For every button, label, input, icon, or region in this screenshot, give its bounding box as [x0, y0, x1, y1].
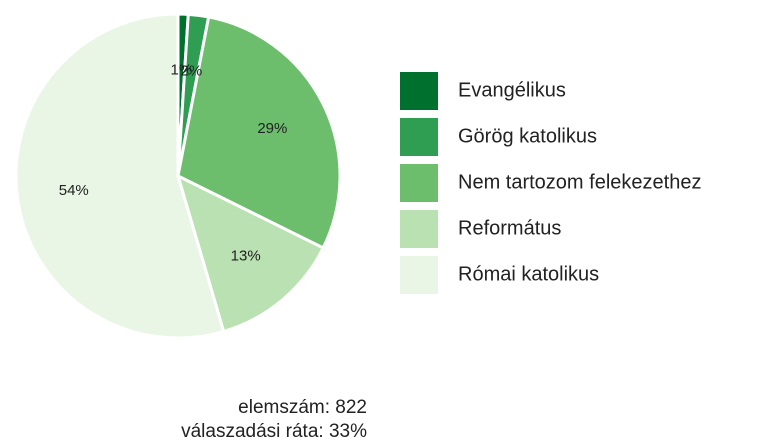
note: elemszám: 822: [238, 397, 367, 418]
legend-swatch: [400, 164, 438, 202]
legend-swatch: [400, 118, 438, 156]
pie-slice: [176, 15, 342, 250]
pie-slice: [14, 12, 226, 340]
pie-slice: [175, 173, 326, 334]
legend-label: Evangélikus: [458, 79, 566, 101]
legend-label: Görög katolikus: [458, 125, 597, 147]
data-label: 13%: [231, 248, 261, 265]
legend-swatch: [400, 210, 438, 248]
legend-swatch: [400, 72, 438, 110]
legend-label: Római katolikus: [458, 263, 599, 285]
data-label: 54%: [59, 182, 89, 199]
data-label: 29%: [257, 120, 287, 137]
data-label: 2%: [180, 63, 202, 80]
note: válaszadási ráta: 33%: [181, 421, 367, 441]
legend-label: Református: [458, 217, 561, 239]
legend-label: Nem tartozom felekezethez: [458, 171, 701, 193]
legend-swatch: [400, 256, 438, 294]
data-label: 1%: [170, 62, 192, 79]
